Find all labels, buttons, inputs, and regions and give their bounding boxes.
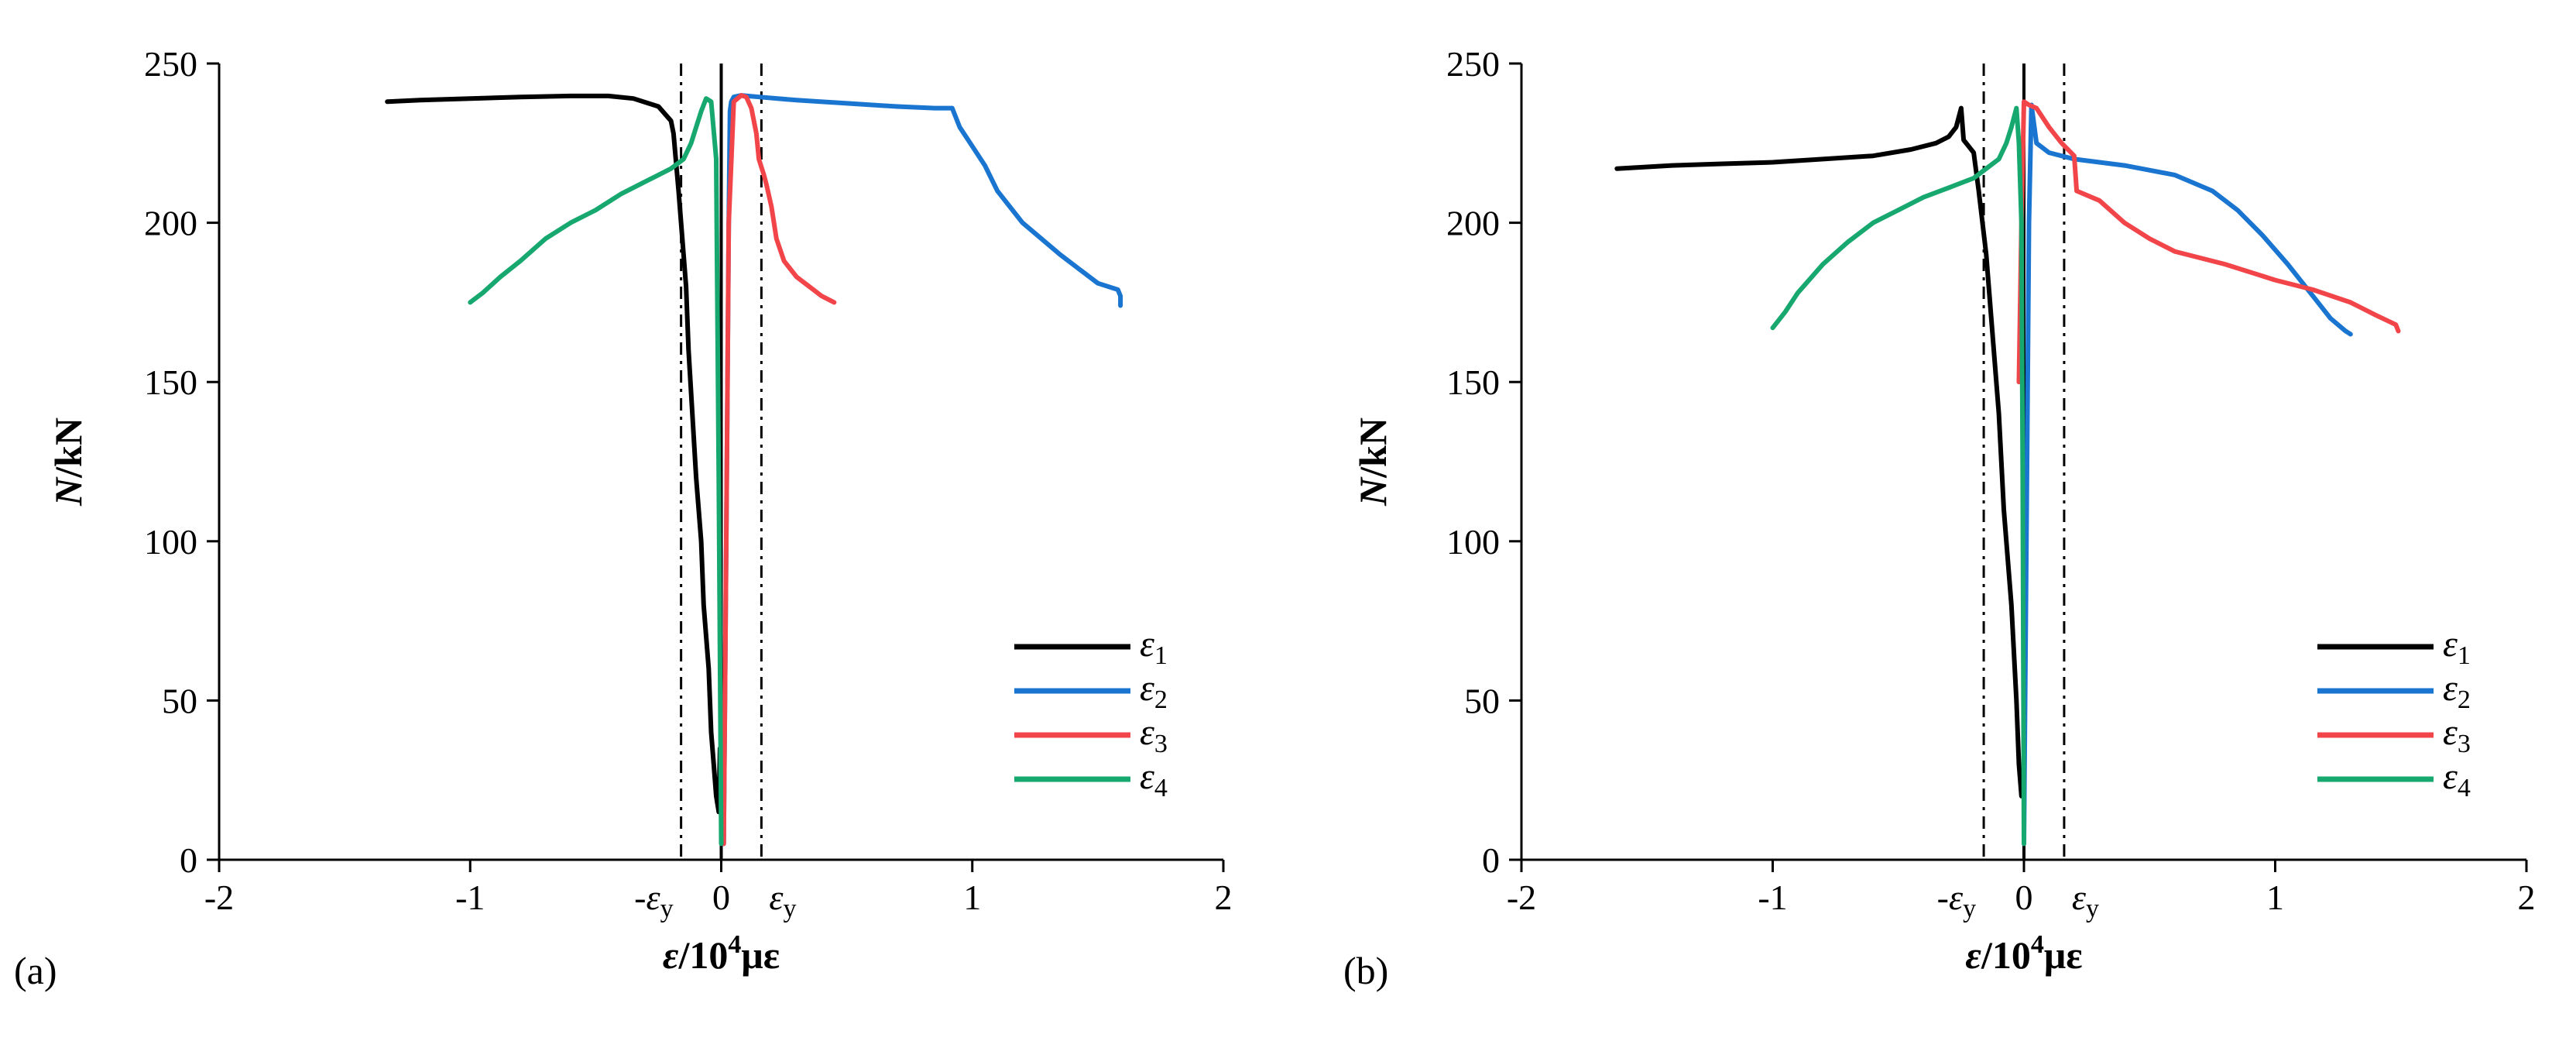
- x-tick-label: -1: [1758, 878, 1787, 917]
- series-line-epsilon-3: [721, 93, 837, 847]
- legend-label-epsilon-3: ε3: [2443, 712, 2471, 758]
- x-tick-label: 0: [712, 878, 730, 917]
- y-tick-label: 50: [1464, 681, 1500, 720]
- x-tick-label: 2: [1215, 878, 1233, 917]
- y-tick-label: 100: [144, 522, 197, 562]
- y-tick-label: 150: [1446, 362, 1500, 402]
- x-tick-label: 0: [2015, 878, 2033, 917]
- legend-label-epsilon-1: ε1: [1140, 624, 1168, 670]
- y-tick-label: 100: [1446, 522, 1500, 562]
- series-line-epsilon-3: [2016, 99, 2401, 385]
- series-line-epsilon-1: [385, 93, 722, 815]
- x-tick-label: 1: [963, 878, 981, 917]
- series-line-epsilon-2: [721, 93, 1123, 847]
- series-line-epsilon-1: [1614, 105, 2024, 799]
- x-tick-label: 1: [2266, 878, 2284, 917]
- y-tick-label: 50: [162, 681, 197, 720]
- yield-strain-label: -εy: [1937, 878, 1976, 923]
- legend-label-epsilon-2: ε2: [2443, 668, 2471, 714]
- x-tick-label: 2: [2518, 878, 2536, 917]
- yield-strain-label: -εy: [634, 878, 673, 923]
- x-tick-label: -1: [455, 878, 485, 917]
- legend-label-epsilon-3: ε3: [1140, 712, 1168, 758]
- y-tick-label: 150: [144, 362, 197, 402]
- series-line-epsilon-4: [468, 96, 724, 847]
- series-line-epsilon-4: [1770, 105, 2026, 847]
- legend-label-epsilon-4: ε4: [2443, 756, 2471, 802]
- legend-label-epsilon-1: ε1: [2443, 624, 2471, 670]
- y-tick-label: 0: [1482, 840, 1500, 880]
- x-tick-label: -2: [204, 878, 234, 917]
- series-line-epsilon-2: [2022, 102, 2353, 847]
- x-axis-title: ε/104με: [1965, 930, 2082, 977]
- panel-label: (a): [14, 949, 57, 992]
- legend-label-epsilon-2: ε2: [1140, 668, 1168, 714]
- y-axis-title: N/kN: [46, 417, 90, 507]
- yield-strain-label: εy: [769, 878, 796, 923]
- y-tick-label: 0: [180, 840, 197, 880]
- y-tick-label: 250: [144, 44, 197, 84]
- y-tick-label: 200: [1446, 204, 1500, 243]
- y-tick-label: 250: [1446, 44, 1500, 84]
- yield-strain-label: εy: [2072, 878, 2099, 923]
- y-tick-label: 200: [144, 204, 197, 243]
- y-axis-title: N/kN: [1351, 417, 1394, 507]
- x-axis-title: ε/104με: [663, 930, 780, 977]
- panel-label: (b): [1343, 949, 1388, 992]
- x-tick-label: -2: [1507, 878, 1536, 917]
- legend-label-epsilon-4: ε4: [1140, 756, 1168, 802]
